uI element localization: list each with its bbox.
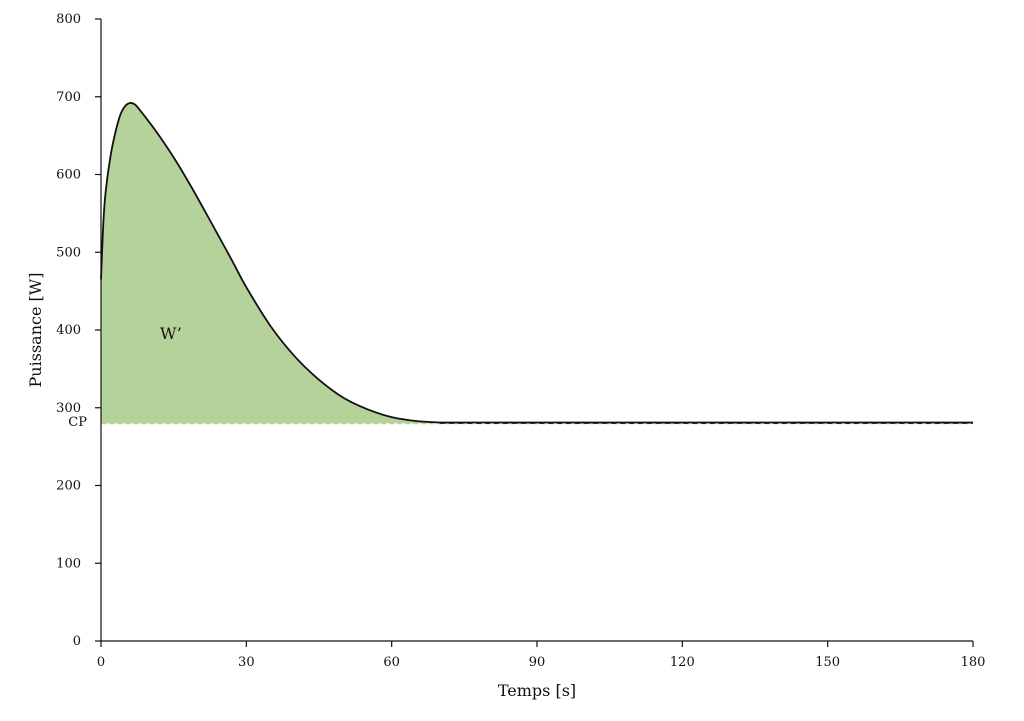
y-tick-label: 300 [56,401,81,416]
y-tick-label: 600 [56,168,81,183]
x-tick-label: 0 [97,655,105,670]
y-tick-label: 0 [73,634,81,649]
line-layer [100,102,973,425]
y-tick-label: 200 [56,479,81,494]
x-axis-title: Temps [s] [498,681,576,700]
y-tick-label: 500 [56,245,81,260]
x-tick-label: 120 [670,655,695,670]
x-tick-label: 60 [383,655,400,670]
labels-layer: 0 100 200 300 400 500 600 700 800 0 30 60 90 120 150 18… [56,12,985,670]
y-tick-label: 800 [56,12,81,27]
area-label: W’ [160,324,182,343]
axes-layer [95,18,974,647]
area-layer [101,102,441,424]
x-tick-label: 180 [961,655,986,670]
y-tick-label: 400 [56,323,81,338]
y-axis-title: Puissance [W] [26,273,45,388]
y-tick-label: 100 [56,556,81,571]
w-prime-area [101,102,441,424]
cp-label: CP [68,415,87,430]
x-tick-label: 150 [815,655,840,670]
y-tick-label: 700 [56,90,81,105]
power-curve [100,102,973,424]
x-tick-label: 30 [238,655,255,670]
x-tick-label: 90 [529,655,546,670]
